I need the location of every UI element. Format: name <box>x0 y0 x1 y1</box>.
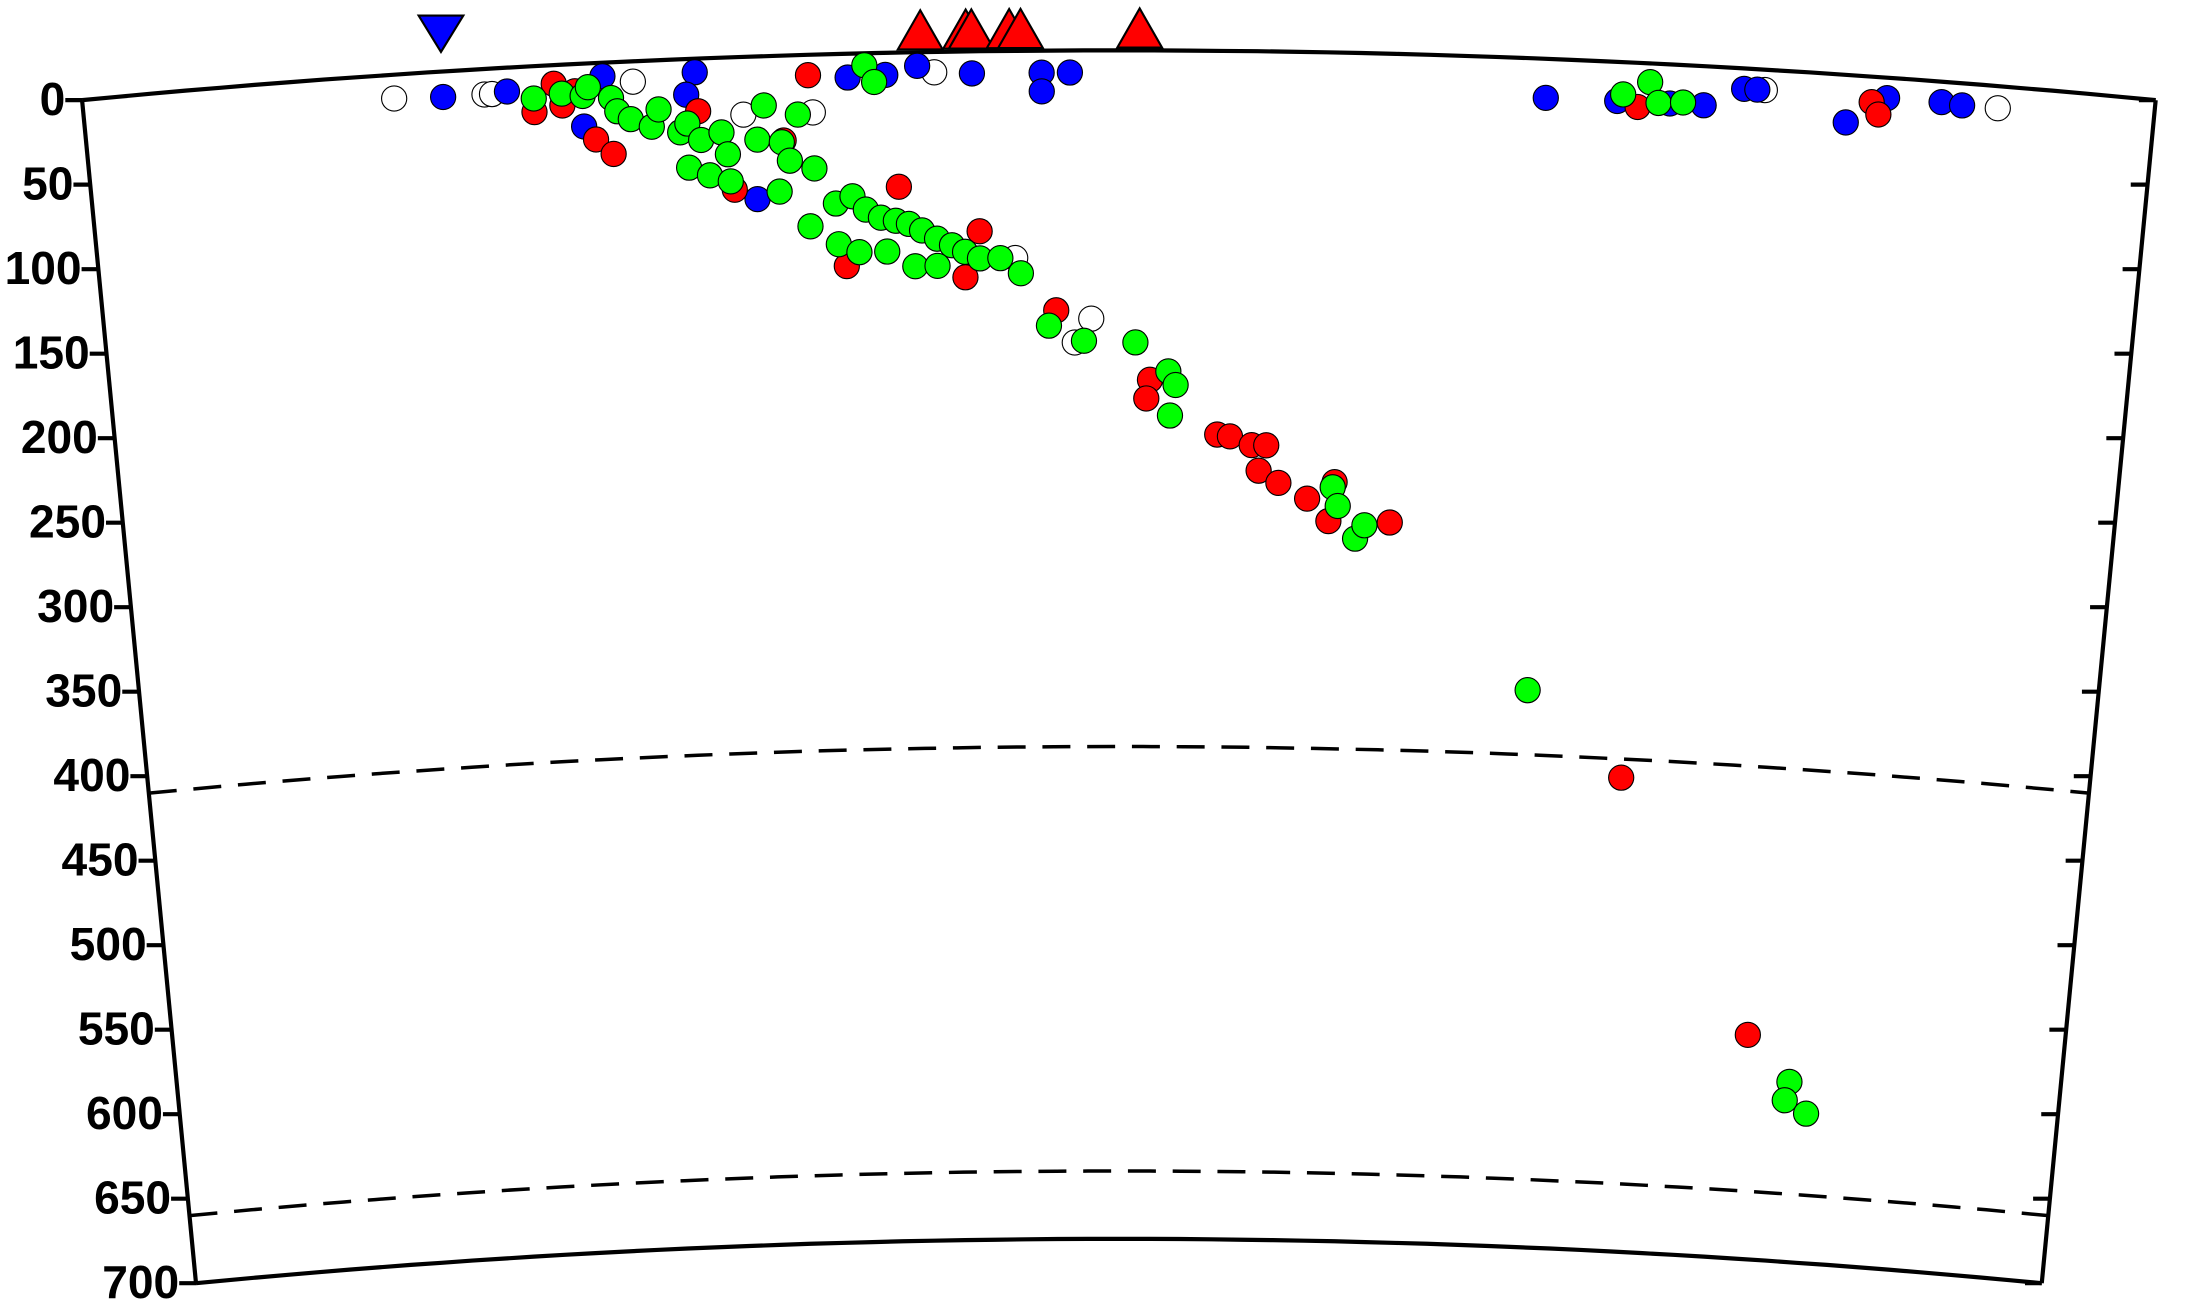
event <box>1865 101 1892 128</box>
station <box>996 6 1045 50</box>
event <box>600 140 627 168</box>
station <box>1115 6 1164 49</box>
y-tick-label: 700 <box>102 1256 179 1307</box>
event <box>902 253 929 280</box>
event <box>1253 432 1280 459</box>
event <box>794 62 822 89</box>
y-tick-label: 650 <box>94 1172 171 1224</box>
event <box>846 239 873 266</box>
event <box>708 119 735 146</box>
event <box>1035 312 1063 339</box>
event <box>1007 260 1035 287</box>
event <box>520 85 547 112</box>
event <box>1028 78 1055 105</box>
event <box>958 60 986 87</box>
event <box>924 252 951 279</box>
y-tick-label: 450 <box>62 834 139 886</box>
event <box>1645 89 1672 117</box>
event <box>1122 329 1149 356</box>
y-tick-label: 300 <box>37 580 114 632</box>
frame-bottom <box>195 1236 2043 1286</box>
y-tick-label: 50 <box>22 158 73 210</box>
event <box>1324 492 1351 520</box>
event <box>797 213 824 240</box>
y-tick-label: 200 <box>21 411 98 463</box>
event <box>1133 385 1160 412</box>
event <box>1293 485 1321 512</box>
y-tick-label: 250 <box>29 496 106 548</box>
event <box>582 126 610 153</box>
event <box>1792 1100 1820 1127</box>
event <box>874 238 901 265</box>
event <box>784 101 812 128</box>
station <box>947 7 996 50</box>
event <box>1771 1087 1798 1114</box>
event <box>1351 512 1378 539</box>
event <box>645 96 672 123</box>
y-tick-label: 400 <box>53 749 130 801</box>
event <box>1734 1021 1761 1049</box>
event <box>750 92 777 119</box>
y-tick-label: 550 <box>78 1003 155 1055</box>
y-tick-label: 100 <box>5 242 82 294</box>
event <box>860 68 888 96</box>
event <box>1070 327 1098 354</box>
event <box>619 68 647 95</box>
discontinuity <box>189 1169 2049 1218</box>
event <box>717 168 744 195</box>
event <box>1514 677 1541 704</box>
event <box>1376 509 1403 536</box>
event <box>1608 764 1635 791</box>
y-tick-label: 0 <box>40 73 66 125</box>
y-tick-label: 500 <box>70 918 147 970</box>
event <box>766 178 793 205</box>
event <box>714 141 742 168</box>
event <box>744 126 771 153</box>
discontinuity <box>148 744 2090 795</box>
event <box>903 52 931 79</box>
event <box>1162 371 1189 399</box>
event <box>1984 95 2011 122</box>
event <box>381 85 408 112</box>
station <box>896 8 945 51</box>
event <box>681 59 708 86</box>
event <box>493 78 521 105</box>
event <box>1245 457 1272 484</box>
event <box>1669 89 1697 116</box>
y-tick-label: 150 <box>13 327 90 379</box>
event <box>801 155 828 182</box>
event <box>885 173 913 200</box>
event <box>966 218 993 245</box>
event <box>1265 469 1292 496</box>
event <box>1832 109 1859 136</box>
event <box>987 245 1014 272</box>
event <box>1156 402 1184 429</box>
event <box>1948 92 1976 119</box>
event <box>1610 81 1637 108</box>
event <box>1078 305 1105 332</box>
event <box>574 74 601 101</box>
y-tick-label: 350 <box>45 665 122 717</box>
event <box>744 185 771 213</box>
trench <box>416 14 466 54</box>
y-tick-label: 600 <box>86 1087 163 1139</box>
event <box>776 147 804 174</box>
event <box>1532 84 1559 112</box>
event <box>1056 59 1084 86</box>
event <box>429 83 457 111</box>
frame-top <box>81 48 2156 103</box>
event <box>1744 76 1771 103</box>
